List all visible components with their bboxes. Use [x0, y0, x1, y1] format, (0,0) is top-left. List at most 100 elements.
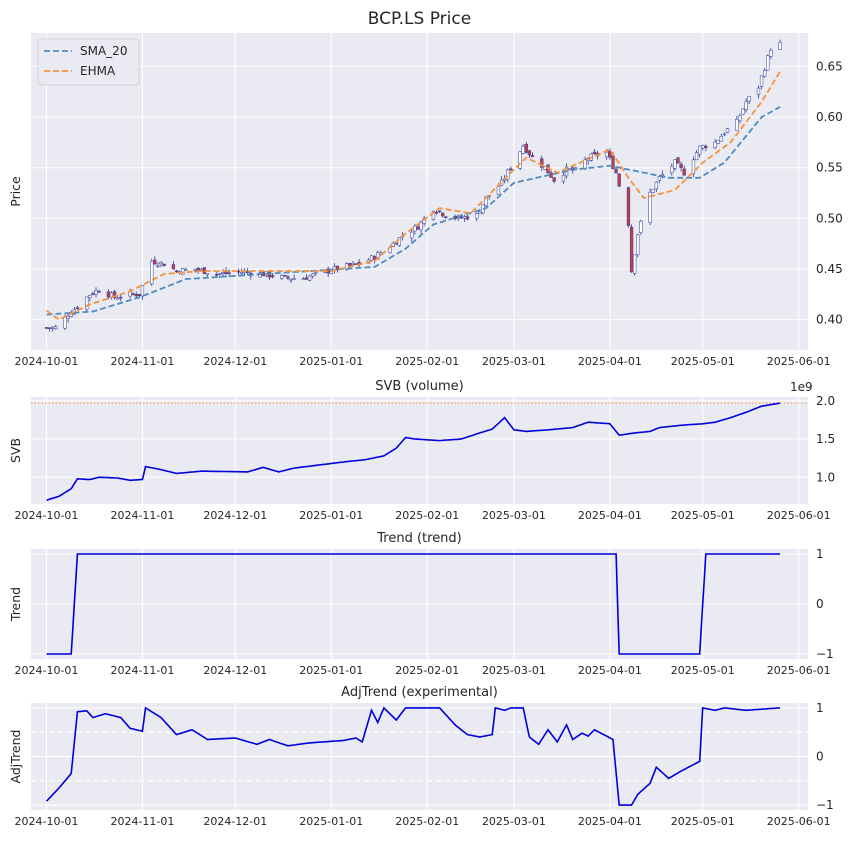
candle-body	[632, 254, 637, 274]
plot-area	[31, 33, 808, 350]
chart-title: AdjTrend (experimental)	[341, 685, 498, 700]
candle-body	[246, 271, 250, 273]
candle-body	[292, 278, 296, 280]
candle-body	[397, 237, 402, 246]
candle-body	[521, 145, 525, 154]
candle-body	[636, 234, 640, 256]
candle-body	[639, 221, 643, 233]
candle-body	[162, 263, 166, 267]
candle-body	[54, 326, 58, 330]
adjtrend-panel: 2024-10-01 2024-11-01 2024-12-01 2025-01-01…	[8, 685, 834, 828]
candle-body	[119, 296, 123, 299]
candle-body	[614, 168, 618, 174]
candle-body	[413, 225, 417, 232]
x-tick-label: 2025-04-01	[578, 355, 642, 368]
candle-body	[112, 291, 117, 298]
candle-body	[682, 168, 686, 176]
x-tick-label: 2025-06-01	[767, 355, 831, 368]
chart-title: BCP.LS Price	[368, 9, 471, 29]
candle-body	[465, 216, 470, 220]
ehma-line	[45, 71, 781, 321]
candle-body	[691, 159, 696, 175]
offset-label: 1e9	[790, 380, 813, 394]
x-tick-label: 2024-10-01	[15, 815, 79, 828]
candle-body	[496, 186, 501, 195]
sma-20-line	[46, 106, 781, 316]
trend-panel: 2024-10-01 2024-11-01 2024-12-01 2025-01-01…	[8, 531, 834, 677]
candle-body	[270, 275, 275, 278]
candle-body	[608, 150, 612, 158]
candle-body	[759, 75, 764, 87]
candle-body	[651, 189, 655, 193]
y-tick-label: 0.55	[816, 161, 843, 175]
y-tick-label: 1	[816, 701, 824, 715]
candle-body	[304, 277, 309, 280]
candle-body	[150, 260, 154, 285]
candle-body	[431, 210, 436, 220]
candle-body	[394, 242, 398, 245]
candle-body	[88, 294, 92, 298]
candle-body	[704, 145, 708, 148]
candle-body	[725, 128, 730, 133]
candle-body	[676, 157, 680, 164]
candle-body	[657, 176, 662, 181]
x-tick-label: 2025-02-01	[395, 355, 459, 368]
x-tick-label: 2024-12-01	[203, 355, 267, 368]
series-line	[46, 402, 781, 501]
y-axis-label: Trend	[8, 587, 23, 622]
candle-body	[552, 177, 556, 182]
y-tick-label: 2.0	[816, 394, 835, 408]
x-tick-label: 2024-11-01	[110, 509, 174, 522]
chart-title: Trend (trend)	[376, 531, 462, 546]
candle-body	[626, 187, 631, 226]
x-tick-label: 2024-12-01	[203, 815, 267, 828]
candle-body	[140, 285, 145, 297]
candle-body	[670, 166, 674, 174]
candle-body	[193, 268, 197, 271]
candle-body	[280, 275, 284, 279]
candle-body	[475, 213, 479, 219]
series-line	[45, 706, 781, 806]
candle-body	[716, 140, 720, 144]
candle-body	[307, 275, 312, 281]
candle-body	[679, 163, 683, 168]
candle-body	[134, 294, 138, 297]
candle-body	[419, 221, 423, 231]
candle-body	[441, 212, 445, 217]
candle-body	[372, 256, 377, 260]
x-tick-label: 2025-02-01	[395, 815, 459, 828]
candle-body	[286, 276, 290, 279]
x-tick-label: 2025-02-01	[395, 664, 459, 677]
x-tick-label: 2025-04-01	[578, 815, 642, 828]
candle-body	[654, 181, 658, 190]
price-panel: 2024-10-01 2024-11-01 2024-12-01 2025-01-01…	[8, 9, 843, 368]
y-tick-label: 0.40	[816, 313, 843, 327]
candle-body	[738, 115, 742, 122]
x-tick-label: 2024-12-01	[203, 664, 267, 677]
x-tick-label: 2025-04-01	[578, 664, 642, 677]
candle-body	[199, 268, 203, 271]
candle-body	[63, 316, 67, 329]
candle-body	[756, 87, 761, 95]
y-tick-label: 0.45	[816, 262, 843, 276]
candle-body	[778, 42, 782, 50]
candle-body	[116, 297, 120, 300]
x-tick-label: 2025-03-01	[482, 664, 546, 677]
candle-body	[416, 226, 420, 230]
candle-body	[227, 272, 231, 274]
candle-body	[153, 259, 157, 265]
candle-body	[713, 141, 717, 148]
y-axis-label: SVB	[8, 438, 23, 463]
candle-body	[85, 296, 89, 310]
candle-body	[592, 151, 597, 155]
x-tick-label: 2025-06-01	[767, 509, 831, 522]
y-tick-label: 0.65	[816, 59, 843, 73]
x-tick-label: 2025-01-01	[299, 355, 363, 368]
candle-body	[722, 133, 727, 136]
candle-body	[506, 169, 510, 180]
candle-body	[314, 271, 318, 274]
y-tick-label: −1	[816, 647, 834, 661]
candle-body	[459, 216, 463, 219]
y-tick-label: 0	[816, 750, 824, 764]
x-tick-label: 2025-01-01	[299, 509, 363, 522]
